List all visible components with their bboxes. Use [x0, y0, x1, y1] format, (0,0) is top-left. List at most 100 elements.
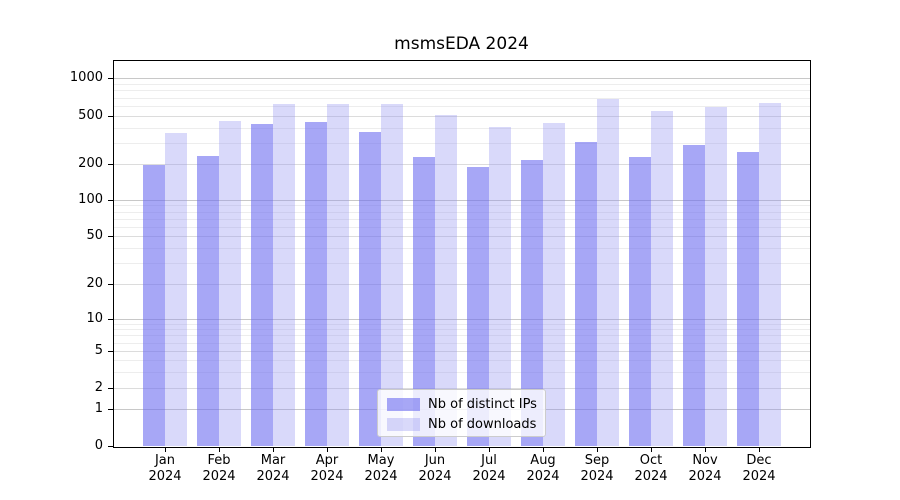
y-axis-tick	[108, 164, 113, 165]
legend-item-downloads: Nb of downloads	[387, 416, 536, 433]
legend-swatch-downloads	[387, 418, 420, 431]
y-axis-tick	[108, 446, 113, 447]
minor-gridline	[114, 212, 810, 213]
bar-distinct-ips-sep	[575, 141, 597, 446]
minor-gridline	[114, 106, 810, 107]
x-axis-tick	[489, 447, 490, 452]
x-axis-tick	[543, 447, 544, 452]
bar-distinct-ips-jun	[413, 156, 435, 446]
x-axis-tick-label: Mar 2024	[256, 453, 290, 484]
bar-downloads-apr	[327, 104, 349, 446]
legend-label-downloads: Nb of downloads	[428, 417, 537, 432]
major-gridline	[114, 200, 810, 201]
bar-distinct-ips-apr	[305, 122, 327, 446]
minor-gridline	[114, 263, 810, 264]
legend: Nb of distinct IPs Nb of downloads	[377, 389, 546, 437]
minor-gridline	[114, 98, 810, 99]
minor-gridline	[114, 227, 810, 228]
minor-gridline	[114, 143, 810, 144]
minor-gridline	[114, 324, 810, 325]
x-axis-tick-label: Nov 2024	[688, 453, 722, 484]
y-axis-tick-label: 1	[94, 401, 103, 416]
x-axis-tick-label: Oct 2024	[634, 453, 668, 484]
legend-swatch-distinct-ips	[387, 398, 420, 411]
minor-gridline	[114, 284, 810, 285]
minor-gridline	[114, 351, 810, 352]
legend-item-distinct-ips: Nb of distinct IPs	[387, 396, 537, 413]
minor-gridline	[114, 329, 810, 330]
y-axis-tick-label: 2	[94, 380, 103, 395]
x-axis-tick	[705, 447, 706, 452]
bar-downloads-jun	[435, 114, 457, 446]
bar-downloads-sep	[597, 98, 619, 446]
legend-label-distinct-ips: Nb of distinct IPs	[428, 397, 537, 412]
y-axis-tick-label: 50	[86, 228, 103, 243]
bar-downloads-jul	[489, 127, 511, 446]
bar-downloads-mar	[273, 104, 295, 446]
y-axis-tick-label: 10	[86, 311, 103, 326]
minor-gridline	[114, 164, 810, 165]
bar-downloads-nov	[705, 106, 727, 446]
x-axis-tick-label: Dec 2024	[742, 453, 776, 484]
x-axis-tick	[165, 447, 166, 452]
bar-distinct-ips-jan	[143, 165, 165, 446]
x-axis-tick-label: Jul 2024	[472, 453, 506, 484]
minor-gridline	[114, 205, 810, 206]
x-axis-tick	[435, 447, 436, 452]
x-axis-tick	[759, 447, 760, 452]
bar-distinct-ips-may	[359, 131, 381, 446]
bar-downloads-aug	[543, 122, 565, 446]
y-axis-tick	[108, 200, 113, 201]
minor-gridline	[114, 372, 810, 373]
y-axis-tick-label: 200	[78, 156, 103, 171]
x-axis-tick	[219, 447, 220, 452]
x-axis-tick	[381, 447, 382, 452]
major-gridline	[114, 319, 810, 320]
y-axis-tick	[108, 351, 113, 352]
y-axis-tick	[108, 284, 113, 285]
x-axis-tick-label: Apr 2024	[310, 453, 344, 484]
bar-distinct-ips-mar	[251, 123, 273, 446]
bar-distinct-ips-jul	[467, 166, 489, 446]
y-axis-tick	[108, 236, 113, 237]
chart-title: msmsEDA 2024	[394, 34, 529, 54]
y-axis-tick	[108, 388, 113, 389]
bar-distinct-ips-nov	[683, 144, 705, 446]
minor-gridline	[114, 248, 810, 249]
bar-distinct-ips-dec	[737, 152, 759, 446]
y-axis-tick	[108, 319, 113, 320]
bar-distinct-ips-aug	[521, 160, 543, 446]
y-axis-tick-label: 20	[86, 276, 103, 291]
y-axis-tick-label: 0	[94, 438, 103, 453]
x-axis-tick-label: Aug 2024	[526, 453, 560, 484]
x-axis-tick	[327, 447, 328, 452]
bar-downloads-may	[381, 104, 403, 446]
minor-gridline	[114, 388, 810, 389]
y-axis-tick-label: 100	[78, 192, 103, 207]
minor-gridline	[114, 128, 810, 129]
bar-downloads-oct	[651, 110, 673, 446]
y-axis-tick	[108, 78, 113, 79]
major-gridline	[114, 78, 810, 79]
minor-gridline	[114, 236, 810, 237]
y-axis-tick-label: 1000	[69, 70, 103, 85]
x-axis-tick-label: May 2024	[364, 453, 398, 484]
bar-downloads-jan	[165, 132, 187, 446]
bar-distinct-ips-oct	[629, 156, 651, 446]
bar-downloads-feb	[219, 120, 241, 446]
minor-gridline	[114, 360, 810, 361]
bar-downloads-dec	[759, 102, 781, 446]
minor-gridline	[114, 84, 810, 85]
x-axis-tick	[651, 447, 652, 452]
x-axis-tick-label: Jun 2024	[418, 453, 452, 484]
y-axis-tick-label: 5	[94, 343, 103, 358]
minor-gridline	[114, 90, 810, 91]
y-axis-tick-label: 500	[78, 108, 103, 123]
minor-gridline	[114, 343, 810, 344]
x-axis-tick	[273, 447, 274, 452]
x-axis-tick-label: Jan 2024	[148, 453, 182, 484]
minor-gridline	[114, 335, 810, 336]
y-axis-tick	[108, 409, 113, 410]
x-axis-tick-label: Sep 2024	[580, 453, 614, 484]
